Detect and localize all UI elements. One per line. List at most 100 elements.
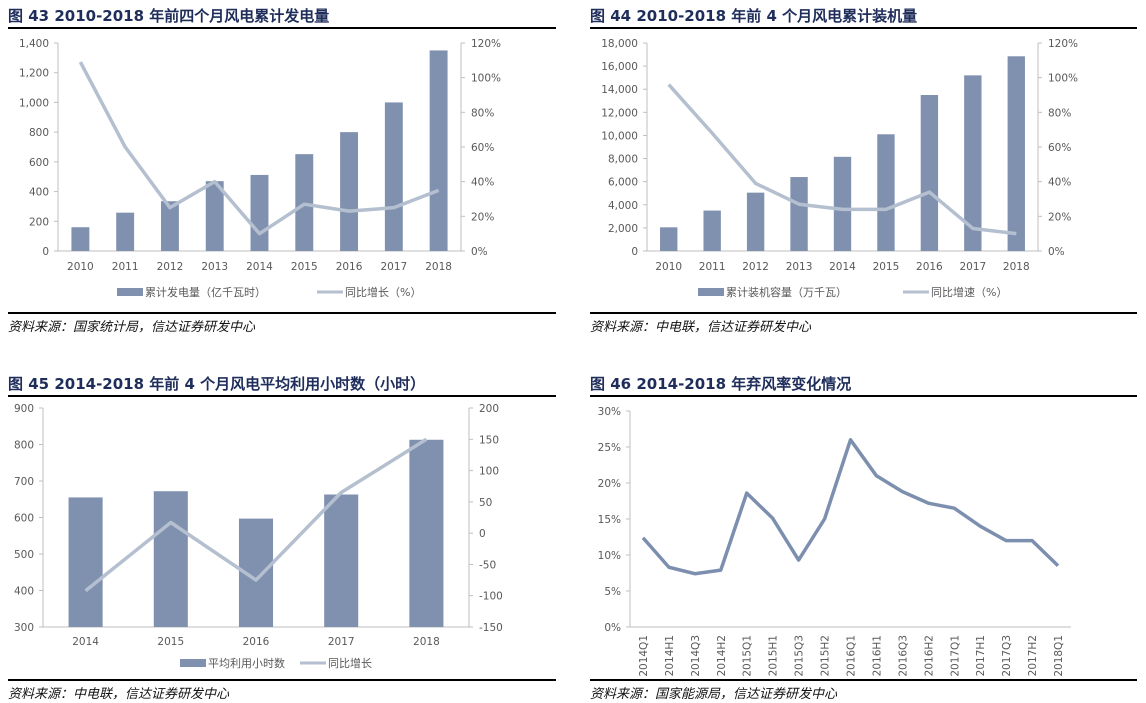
y2-tick-label: 150	[479, 434, 499, 446]
series-line	[667, 83, 1017, 236]
legend-label: 平均利用小时数	[208, 657, 285, 670]
y-tick-label: 200	[29, 216, 49, 228]
y-tick-label: 0	[631, 246, 638, 258]
bar-2017	[964, 75, 982, 251]
x-tick-label: 2016H2	[923, 635, 935, 676]
y-tick-label: 2,000	[608, 223, 638, 235]
bar-2014	[68, 497, 103, 627]
bar-2015	[153, 491, 188, 627]
y2-tick-label: 80%	[471, 107, 494, 119]
x-tick-label: 2013	[201, 261, 228, 273]
y-tick-label: 15%	[598, 514, 621, 526]
y-tick-label: 700	[14, 476, 34, 488]
source-note: 资料来源：国家能源局，信达证券研发中心	[590, 686, 838, 702]
x-tick-label: 2015Q1	[742, 635, 754, 677]
source-note: 资料来源：国家统计局，信达证券研发中心	[8, 319, 256, 335]
x-tick-label: 2017	[380, 261, 407, 273]
y2-tick-label: 0%	[1048, 246, 1065, 258]
series-line	[641, 438, 1060, 576]
y-tick-label: 10%	[598, 550, 621, 562]
x-tick-label: 2016	[916, 261, 943, 273]
legend-label: 同比增长（%）	[345, 285, 421, 299]
y-tick-label: 800	[29, 127, 49, 139]
y-tick-label: 600	[14, 513, 34, 525]
bar-2013	[205, 181, 224, 251]
bar-2016	[340, 132, 359, 251]
y2-tick-label: 100%	[471, 73, 501, 85]
chart-title: 图 45 2014-2018 年前 4 个月风电平均利用小时数（小时）	[8, 375, 425, 393]
legend-swatch	[117, 288, 143, 296]
chart-title: 图 44 2010-2018 年前 4 个月风电累计装机量	[590, 7, 917, 25]
x-tick-label: 2017H1	[975, 635, 987, 676]
legend-label: 同比增长	[328, 656, 372, 670]
y2-tick-label: 120%	[471, 38, 501, 50]
y2-tick-label: 0	[479, 528, 486, 540]
bar-2018	[429, 50, 448, 251]
bar-2014	[250, 174, 269, 251]
y2-tick-label: -50	[479, 559, 496, 571]
y2-tick-label: 80%	[1048, 107, 1071, 119]
bar-2018	[409, 439, 444, 627]
x-tick-label: 2014	[72, 636, 99, 648]
y-tick-label: 5%	[604, 586, 621, 598]
legend-label: 累计装机容量（万千瓦）	[726, 285, 847, 299]
x-tick-label: 2015	[873, 261, 900, 273]
y-tick-label: 1,400	[19, 38, 49, 50]
x-tick-label: 2017H2	[1027, 635, 1039, 676]
x-tick-label: 2018	[425, 261, 452, 273]
y-tick-label: 500	[14, 549, 34, 561]
y-tick-label: 20%	[598, 478, 621, 490]
bar-2010	[660, 227, 678, 251]
chart-title: 图 46 2014-2018 年弃风率变化情况	[590, 375, 851, 393]
y-tick-label: 25%	[598, 442, 621, 454]
bar-2012	[160, 201, 179, 251]
x-tick-label: 2011	[699, 261, 726, 273]
y-tick-label: 8,000	[608, 154, 638, 166]
legend-swatch	[300, 661, 326, 665]
x-tick-label: 2010	[67, 261, 94, 273]
bar-2018	[1007, 56, 1025, 252]
bar-2012	[746, 192, 765, 251]
x-tick-label: 2011	[112, 261, 139, 273]
x-tick-label: 2013	[786, 261, 813, 273]
y-tick-label: 18,000	[601, 38, 638, 50]
y-tick-label: 300	[14, 622, 34, 634]
x-tick-label: 2012	[157, 261, 184, 273]
x-tick-label: 2012	[742, 261, 769, 273]
x-tick-label: 2017	[328, 636, 355, 648]
y-tick-label: 800	[14, 440, 34, 452]
y2-tick-label: 200	[479, 403, 499, 415]
x-tick-label: 2014H1	[664, 635, 676, 676]
source-note: 资料来源：中电联，信达证券研发中心	[590, 320, 812, 335]
legend-swatch	[698, 288, 724, 296]
x-tick-label: 2014	[246, 261, 273, 273]
y2-tick-label: -100	[479, 591, 503, 603]
y-tick-label: 900	[14, 403, 34, 415]
x-tick-label: 2017	[959, 261, 986, 273]
y-tick-label: 6,000	[608, 177, 638, 189]
y-tick-label: 0%	[604, 622, 621, 634]
y2-tick-label: 60%	[471, 142, 494, 154]
y-tick-label: 4,000	[608, 200, 638, 212]
series-line	[84, 437, 428, 593]
legend-label: 同比增速（%）	[931, 285, 1007, 299]
legend-label: 累计发电量（亿千瓦时）	[145, 285, 266, 299]
y2-tick-label: 40%	[471, 177, 494, 189]
y2-tick-label: 40%	[1048, 177, 1071, 189]
x-tick-label: 2016Q1	[846, 635, 858, 677]
x-tick-label: 2015	[291, 261, 318, 273]
x-tick-label: 2014	[829, 261, 856, 273]
x-tick-label: 2016Q3	[897, 635, 909, 677]
x-tick-label: 2017Q1	[949, 635, 961, 677]
x-tick-label: 2015Q3	[794, 635, 806, 677]
x-tick-label: 2018	[1003, 261, 1030, 273]
chart-title: 图 43 2010-2018 年前四个月风电累计发电量	[8, 7, 329, 25]
x-tick-label: 2015	[157, 636, 184, 648]
x-tick-label: 2015H1	[768, 635, 780, 676]
x-tick-label: 2016H1	[871, 635, 883, 676]
y-tick-label: 0	[42, 246, 49, 258]
y-tick-label: 1,200	[19, 68, 49, 80]
source-note: 资料来源：中电联，信达证券研发中心	[8, 687, 230, 702]
x-tick-label: 2016	[336, 261, 363, 273]
bar-2013	[790, 177, 808, 251]
